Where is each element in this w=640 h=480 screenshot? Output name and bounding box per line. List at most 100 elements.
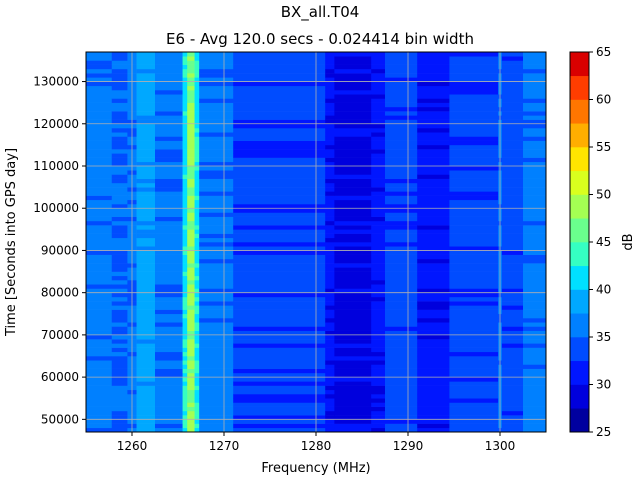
heatmap-cell bbox=[325, 406, 335, 412]
heatmap-cell bbox=[385, 410, 418, 416]
heatmap-cell bbox=[523, 406, 547, 412]
heatmap-cell bbox=[523, 204, 547, 209]
heatmap-cell bbox=[182, 212, 188, 217]
heatmap-cell bbox=[136, 364, 156, 369]
y-tick-label: 70000 bbox=[41, 328, 79, 342]
heatmap-cell bbox=[187, 136, 195, 141]
heatmap-cell bbox=[182, 296, 188, 302]
heatmap-cell bbox=[86, 119, 113, 125]
heatmap-cell bbox=[501, 60, 524, 65]
heatmap-cell bbox=[417, 73, 450, 78]
heatmap-cell bbox=[233, 60, 326, 65]
heatmap-cell bbox=[523, 402, 547, 407]
heatmap-cell bbox=[187, 98, 195, 103]
heatmap-cell bbox=[233, 330, 326, 336]
heatmap-cell bbox=[136, 305, 156, 310]
heatmap-cell bbox=[371, 136, 386, 141]
heatmap-cell bbox=[385, 166, 418, 171]
heatmap-cell bbox=[501, 102, 524, 108]
heatmap-cell bbox=[199, 254, 234, 260]
heatmap-cell bbox=[233, 166, 326, 171]
heatmap-cell bbox=[136, 313, 156, 319]
heatmap-cell bbox=[136, 111, 156, 116]
heatmap-cell bbox=[111, 216, 128, 222]
heatmap-cell bbox=[182, 242, 188, 247]
heatmap-cell bbox=[325, 182, 335, 188]
heatmap-cell bbox=[86, 149, 113, 154]
heatmap-cell bbox=[182, 410, 188, 416]
heatmap-cell bbox=[136, 136, 156, 141]
heatmap-cell bbox=[233, 356, 326, 361]
heatmap-cell bbox=[385, 233, 418, 239]
heatmap-cell bbox=[136, 73, 156, 78]
heatmap-cell bbox=[233, 385, 326, 391]
heatmap-cell bbox=[523, 364, 547, 369]
heatmap-cell bbox=[199, 136, 234, 141]
heatmap-cell bbox=[233, 195, 326, 201]
heatmap-cell bbox=[385, 212, 418, 217]
heatmap-cell bbox=[111, 123, 128, 129]
heatmap-cell bbox=[523, 73, 547, 78]
heatmap-cell bbox=[385, 301, 418, 306]
heatmap-cell bbox=[187, 250, 195, 255]
heatmap-cell bbox=[86, 263, 113, 268]
heatmap-cell bbox=[199, 140, 234, 146]
heatmap-cell bbox=[334, 301, 372, 306]
heatmap-cell bbox=[182, 128, 188, 133]
heatmap-cell bbox=[371, 385, 386, 391]
heatmap-cell bbox=[187, 191, 195, 196]
heatmap-cell bbox=[155, 68, 183, 74]
heatmap-cell bbox=[155, 115, 183, 120]
heatmap-cell bbox=[182, 119, 188, 125]
heatmap-cell bbox=[501, 140, 524, 146]
heatmap-cell bbox=[187, 73, 195, 78]
heatmap-cell bbox=[86, 427, 113, 433]
heatmap-cell bbox=[325, 410, 335, 416]
heatmap-cell bbox=[86, 102, 113, 108]
heatmap-cell bbox=[194, 309, 200, 315]
heatmap-cell bbox=[199, 284, 234, 289]
heatmap-cell bbox=[136, 258, 156, 264]
heatmap-cell bbox=[199, 166, 234, 171]
heatmap-cell bbox=[199, 372, 234, 378]
heatmap-cell bbox=[371, 419, 386, 424]
heatmap-cell bbox=[86, 275, 113, 281]
heatmap-cell bbox=[182, 301, 188, 306]
heatmap-cell bbox=[233, 161, 326, 167]
heatmap-cell bbox=[334, 68, 372, 74]
heatmap-cell bbox=[182, 233, 188, 239]
colorbar-tick-label: 25 bbox=[596, 425, 611, 439]
heatmap-cell bbox=[136, 81, 156, 87]
heatmap-cell bbox=[417, 157, 450, 163]
heatmap-cell bbox=[155, 263, 183, 268]
heatmap-cell bbox=[194, 381, 200, 386]
heatmap-cell bbox=[136, 360, 156, 365]
heatmap-cell bbox=[371, 115, 386, 120]
heatmap-cell bbox=[86, 157, 113, 163]
heatmap-cell bbox=[417, 106, 450, 112]
heatmap-cell bbox=[371, 216, 386, 222]
heatmap-cell bbox=[86, 166, 113, 171]
heatmap-cell bbox=[501, 170, 524, 175]
heatmap-cell bbox=[523, 347, 547, 353]
heatmap-cell bbox=[501, 119, 524, 125]
heatmap-cell bbox=[334, 318, 372, 323]
heatmap-cell bbox=[371, 233, 386, 239]
heatmap-cell bbox=[325, 132, 335, 137]
heatmap-cell bbox=[334, 368, 372, 374]
heatmap-cell bbox=[385, 309, 418, 315]
heatmap-cell bbox=[111, 313, 128, 319]
heatmap-cell bbox=[199, 56, 234, 61]
heatmap-cell bbox=[136, 301, 156, 306]
heatmap-cell bbox=[449, 60, 499, 65]
heatmap-cell bbox=[371, 305, 386, 310]
heatmap-cell bbox=[86, 406, 113, 412]
heatmap-cell bbox=[233, 52, 326, 57]
heatmap-cell bbox=[334, 73, 372, 78]
heatmap-cell bbox=[417, 381, 450, 386]
heatmap-cell bbox=[501, 398, 524, 403]
heatmap-cell bbox=[187, 339, 195, 344]
heatmap-cell bbox=[136, 94, 156, 99]
heatmap-cell bbox=[417, 258, 450, 264]
heatmap-cell bbox=[86, 267, 113, 272]
